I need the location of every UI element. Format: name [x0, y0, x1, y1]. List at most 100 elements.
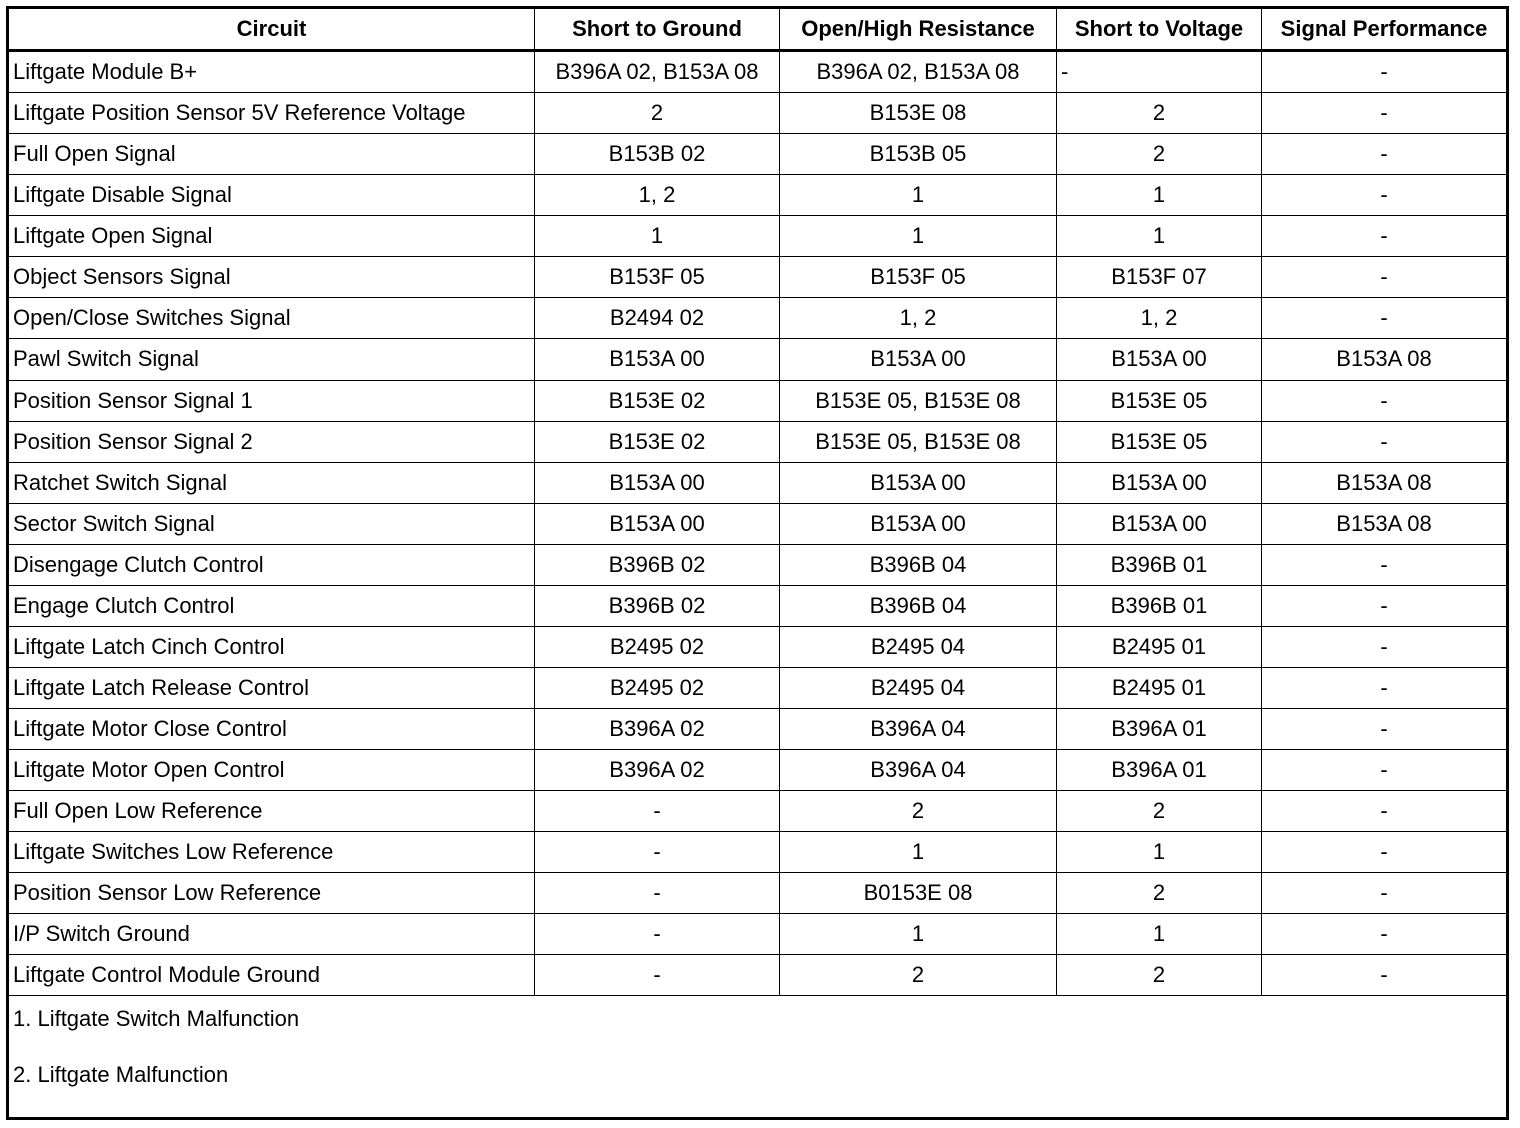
- table-row: Ratchet Switch Signal B153A 00 B153A 00 B15…: [7, 461, 1508, 504]
- dtc-cell: 2: [1056, 790, 1262, 833]
- column-header: Signal Performance: [1261, 7, 1508, 52]
- dtc-cell: B396A 04: [779, 708, 1057, 751]
- circuit-name: Disengage Clutch Control: [7, 543, 535, 586]
- dtc-cell: -: [534, 913, 780, 956]
- dtc-cell: 1: [779, 215, 1057, 258]
- dtc-cell: -: [1261, 420, 1508, 463]
- dtc-cell: B396A 02, B153A 08: [779, 49, 1057, 94]
- dtc-cell: -: [1261, 831, 1508, 874]
- table-row: Engage Clutch Control B396B 02 B396B 04 B39…: [7, 584, 1508, 627]
- dtc-cell: B396B 02: [534, 584, 780, 627]
- dtc-cell: -: [1261, 49, 1508, 94]
- table-row: Liftgate Module B+ B396A 02, B153A 08 B396…: [7, 49, 1508, 94]
- dtc-cell: B153F 05: [534, 256, 780, 299]
- column-header: Short to Voltage: [1056, 7, 1262, 52]
- dtc-cell: B396B 02: [534, 543, 780, 586]
- table-row: Liftgate Control Module Ground -2 2-: [7, 954, 1508, 997]
- circuit-name: Liftgate Position Sensor 5V Reference Vo…: [7, 92, 535, 135]
- dtc-cell: 2: [1056, 133, 1262, 176]
- dtc-cell: B396A 02, B153A 08: [534, 49, 780, 94]
- dtc-cell: -: [1261, 872, 1508, 915]
- dtc-cell: B153E 05: [1056, 420, 1262, 463]
- table-body: Liftgate Module B+ B396A 02, B153A 08 B396…: [7, 49, 1508, 1119]
- dtc-cell: -: [1261, 379, 1508, 422]
- circuit-name: Position Sensor Signal 2: [7, 420, 535, 463]
- table-row: Position Sensor Signal 1 B153E 02 B153E 05…: [7, 379, 1508, 422]
- dtc-cell: 1, 2: [779, 297, 1057, 340]
- table-row: Open/Close Switches Signal B2494 02 1, 2 1,…: [7, 297, 1508, 340]
- dtc-cell: B153A 00: [1056, 338, 1262, 381]
- dtc-cell: B153B 05: [779, 133, 1057, 176]
- dtc-cell: B0153E 08: [779, 872, 1057, 915]
- table-row: Liftgate Switches Low Reference -1 1-: [7, 831, 1508, 874]
- dtc-cell: 2: [1056, 954, 1262, 997]
- circuit-name: Liftgate Switches Low Reference: [7, 831, 535, 874]
- dtc-cell: B153A 00: [534, 502, 780, 545]
- dtc-cell: B153A 08: [1261, 461, 1508, 504]
- dtc-cell: B2495 02: [534, 625, 780, 668]
- circuit-name: Object Sensors Signal: [7, 256, 535, 299]
- circuit-name: Liftgate Control Module Ground: [7, 954, 535, 997]
- dtc-cell: B2495 04: [779, 625, 1057, 668]
- table-row: I/P Switch Ground -1 1-: [7, 913, 1508, 956]
- dtc-cell: B153A 00: [1056, 461, 1262, 504]
- dtc-cell: B153E 02: [534, 379, 780, 422]
- dtc-cell: 1: [779, 831, 1057, 874]
- circuit-name: Sector Switch Signal: [7, 502, 535, 545]
- dtc-cell: -: [534, 790, 780, 833]
- circuit-name: Liftgate Latch Release Control: [7, 666, 535, 710]
- dtc-cell: 1: [534, 215, 780, 258]
- dtc-cell: B2495 02: [534, 666, 780, 710]
- table-row: Liftgate Latch Release Control B2495 02 B2…: [7, 666, 1508, 710]
- note: 1. Liftgate Switch Malfunction: [13, 1006, 300, 1032]
- dtc-cell: -: [1261, 584, 1508, 627]
- column-header: Short to Ground: [534, 7, 780, 52]
- dtc-cell: -: [1261, 625, 1508, 668]
- table-row: Position Sensor Signal 2 B153E 02 B153E 05…: [7, 420, 1508, 463]
- table-row: Liftgate Motor Open Control B396A 02 B396A…: [7, 749, 1508, 792]
- dtc-cell: -: [1261, 92, 1508, 135]
- dtc-cell: B153A 00: [779, 338, 1057, 381]
- dtc-cell: -: [1261, 256, 1508, 299]
- dtc-cell: -: [1261, 543, 1508, 586]
- dtc-cell: B153E 02: [534, 420, 780, 463]
- dtc-cell: B396A 04: [779, 749, 1057, 792]
- dtc-cell: B2495 04: [779, 666, 1057, 710]
- dtc-cell: 1: [779, 174, 1057, 217]
- dtc-cell: B396B 01: [1056, 584, 1262, 627]
- table-row: Liftgate Position Sensor 5V Reference Vo…: [7, 92, 1508, 135]
- dtc-cell: -: [1056, 49, 1262, 94]
- dtc-cell: 1: [1056, 215, 1262, 258]
- dtc-cell: 1: [1056, 174, 1262, 217]
- dtc-cell: B396B 04: [779, 543, 1057, 586]
- table-row: Disengage Clutch Control B396B 02 B396B 04…: [7, 543, 1508, 586]
- dtc-cell: 2: [779, 790, 1057, 833]
- circuit-name: Liftgate Motor Close Control: [7, 708, 535, 751]
- dtc-cell: 1: [779, 913, 1057, 956]
- column-header: Open/High Resistance: [779, 7, 1057, 52]
- dtc-cell: -: [1261, 708, 1508, 751]
- dtc-cell: B2494 02: [534, 297, 780, 340]
- notes-row: 1. Liftgate Switch Malfunction 2. Liftgat…: [7, 995, 1508, 1119]
- dtc-cell: B153E 05: [1056, 379, 1262, 422]
- dtc-cell: -: [1261, 666, 1508, 710]
- dtc-cell: B396A 02: [534, 749, 780, 792]
- circuit-name: Engage Clutch Control: [7, 584, 535, 627]
- dtc-cell: -: [1261, 749, 1508, 792]
- dtc-cell: -: [1261, 954, 1508, 997]
- dtc-cell: -: [534, 831, 780, 874]
- circuit-name: I/P Switch Ground: [7, 913, 535, 956]
- table-row: Liftgate Latch Cinch Control B2495 02 B249…: [7, 625, 1508, 668]
- circuit-name: Full Open Signal: [7, 133, 535, 176]
- table-row: Liftgate Open Signal 1 1 1-: [7, 215, 1508, 258]
- dtc-cell: B2495 01: [1056, 666, 1262, 710]
- dtc-cell: 1, 2: [534, 174, 780, 217]
- dtc-cell: 2: [779, 954, 1057, 997]
- dtc-cell: -: [1261, 215, 1508, 258]
- table-row: Pawl Switch Signal B153A 00 B153A 00 B153A …: [7, 338, 1508, 381]
- circuit-name: Full Open Low Reference: [7, 790, 535, 833]
- dtc-cell: B2495 01: [1056, 625, 1262, 668]
- circuit-name: Liftgate Latch Cinch Control: [7, 625, 535, 668]
- circuit-name: Liftgate Module B+: [7, 49, 535, 94]
